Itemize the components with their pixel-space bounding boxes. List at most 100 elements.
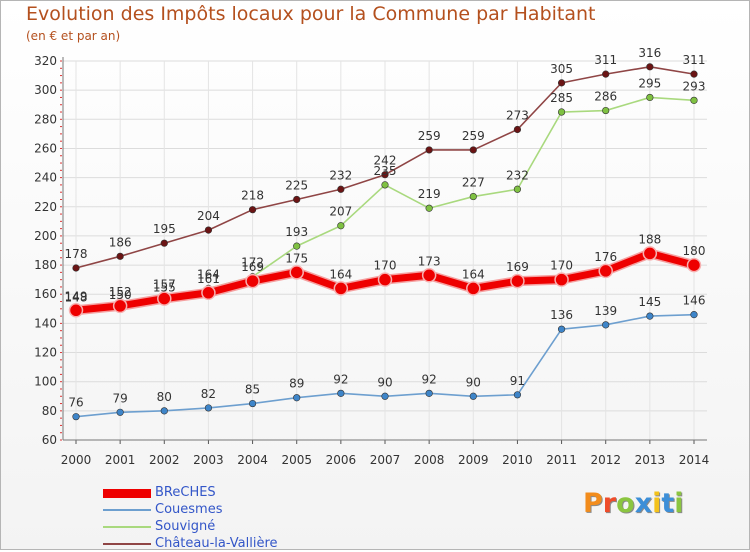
logo-letter: i [674, 488, 684, 519]
series-group [68, 63, 702, 421]
data-label-souvign-: 285 [550, 91, 573, 105]
data-label-souvign-: 227 [462, 176, 485, 190]
point-breches [554, 272, 569, 287]
point-ch-teau-la-valli-re [513, 125, 522, 134]
point-breches [289, 265, 304, 280]
logo-letter: o [616, 488, 635, 519]
legend-item-ch-teau-la-valli-re: Château-la-Vallière [103, 535, 363, 552]
data-label-breches: 164 [329, 267, 352, 281]
data-label-souvign-: 172 [241, 256, 264, 270]
proxiti-logo: Proxiti [583, 488, 684, 519]
data-label-couesmes: 146 [683, 294, 706, 308]
point-couesmes [690, 311, 698, 319]
point-couesmes [337, 389, 345, 397]
data-label-ch-teau-la-valli-re: 305 [550, 62, 573, 76]
point-couesmes [602, 321, 610, 329]
y-tick-label: 140 [34, 316, 57, 330]
data-label-ch-teau-la-valli-re: 259 [462, 129, 485, 143]
point-breches [598, 263, 613, 279]
data-label-couesmes: 90 [377, 375, 392, 389]
point-ch-teau-la-valli-re [646, 63, 654, 71]
y-tick-label: 320 [34, 54, 57, 68]
data-label-ch-teau-la-valli-re: 195 [153, 222, 176, 236]
data-label-ch-teau-la-valli-re: 311 [594, 53, 617, 67]
data-label-breches: 157 [153, 278, 176, 292]
data-label-couesmes: 136 [550, 308, 573, 322]
data-label-breches: 176 [594, 250, 617, 264]
y-tick-label: 100 [34, 375, 57, 389]
point-couesmes [646, 312, 654, 320]
point-ch-teau-la-valli-re [469, 146, 477, 154]
data-label-souvign-: 232 [506, 168, 529, 182]
y-tick-label: 60 [42, 433, 57, 447]
data-label-ch-teau-la-valli-re: 186 [109, 235, 132, 249]
data-label-souvign-: 155 [153, 281, 176, 295]
data-label-ch-teau-la-valli-re: 259 [418, 129, 441, 143]
chart-subtitle: (en € et par an) [26, 29, 121, 43]
point-ch-teau-la-valli-re [381, 171, 389, 179]
chart-title: Evolution des Impôts locaux pour la Comm… [26, 3, 596, 25]
point-breches [245, 273, 260, 289]
point-ch-teau-la-valli-re [557, 79, 566, 87]
data-label-couesmes: 79 [113, 391, 128, 405]
data-label-souvign-: 150 [109, 288, 132, 302]
y-tick-label: 80 [42, 404, 57, 418]
data-label-breches: 170 [374, 259, 397, 273]
point-couesmes [72, 413, 80, 421]
y-tick-label: 280 [34, 112, 57, 126]
point-breches [642, 246, 658, 261]
logo-letter: P [583, 488, 603, 519]
y-tick-label: 120 [34, 346, 57, 360]
data-label-ch-teau-la-valli-re: 311 [683, 53, 706, 67]
legend-label-breches: BReCHES [155, 485, 216, 500]
point-souvign- [469, 192, 477, 201]
point-couesmes [557, 325, 566, 333]
point-ch-teau-la-valli-re [337, 185, 345, 193]
y-tick-label: 160 [34, 287, 57, 301]
point-ch-teau-la-valli-re [248, 206, 257, 214]
x-tick-label: 2006 [326, 453, 357, 467]
data-labels: 76 79 80 82 85 89 92 90 92 90 91 136 139 145 146 148 150… [65, 46, 706, 410]
data-label-couesmes: 92 [333, 372, 348, 386]
x-tick-label: 2000 [61, 453, 92, 467]
data-label-souvign-: 164 [197, 267, 220, 281]
legend-swatch-souvign- [103, 526, 151, 528]
point-ch-teau-la-valli-re [293, 195, 301, 204]
point-breches [68, 303, 84, 318]
x-tick-label: 2014 [679, 453, 710, 467]
x-tick-label: 2010 [502, 453, 533, 467]
point-ch-teau-la-valli-re [116, 252, 124, 260]
data-label-souvign-: 219 [418, 187, 441, 201]
data-label-ch-teau-la-valli-re: 232 [329, 168, 352, 182]
data-label-couesmes: 139 [594, 304, 617, 318]
point-breches [510, 273, 525, 289]
data-label-breches: 173 [418, 254, 441, 268]
point-breches [377, 272, 393, 287]
data-label-breches: 180 [683, 244, 706, 258]
point-ch-teau-la-valli-re [425, 146, 433, 154]
x-tick-label: 2013 [635, 453, 666, 467]
data-label-breches: 175 [285, 251, 308, 265]
y-tick-label: 200 [34, 229, 57, 243]
data-label-couesmes: 145 [638, 295, 661, 309]
data-label-souvign-: 293 [683, 79, 706, 93]
legend-item-couesmes: Couesmes [103, 501, 363, 518]
point-breches [112, 298, 128, 314]
point-couesmes [425, 389, 433, 397]
point-couesmes [293, 394, 301, 402]
point-couesmes [116, 408, 124, 416]
y-tick-label: 260 [34, 141, 57, 155]
legend-swatch-breches [103, 488, 151, 498]
data-label-souvign-: 286 [594, 90, 617, 104]
point-souvign- [513, 185, 522, 193]
data-label-souvign-: 207 [329, 205, 352, 219]
legend-label-couesmes: Couesmes [155, 502, 223, 517]
data-label-breches: 149 [65, 289, 88, 303]
logo-letter: r [602, 488, 617, 519]
point-souvign- [602, 106, 610, 115]
data-label-ch-teau-la-valli-re: 273 [506, 109, 529, 123]
data-label-ch-teau-la-valli-re: 242 [374, 154, 397, 168]
point-breches [466, 281, 481, 296]
point-ch-teau-la-valli-re [160, 239, 168, 247]
